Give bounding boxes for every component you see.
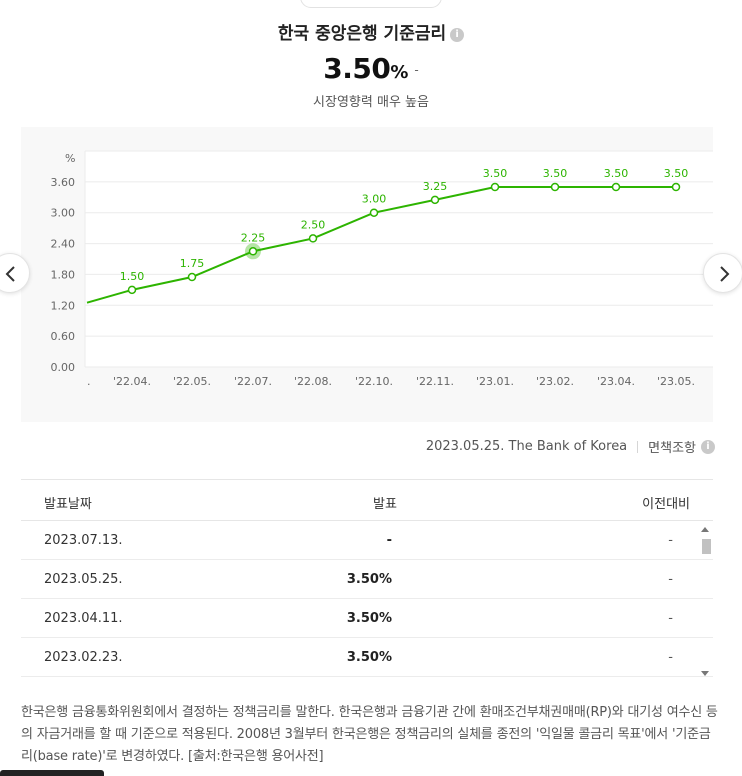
chart-source: 2023.05.25. The Bank of Korea 면책조항 i: [426, 437, 715, 456]
table-row: 2023.04.11. 3.50% -: [21, 599, 713, 638]
y-tick-label: 0.60: [51, 330, 76, 343]
data-point: [187, 272, 197, 282]
data-point: [490, 182, 500, 192]
divider: [637, 440, 639, 453]
scroll-up-arrow-icon[interactable]: [701, 527, 709, 532]
table-row: 2023.05.25. 3.50% -: [21, 560, 713, 599]
x-tick-label: '22.07.: [234, 375, 272, 388]
row-previous: -: [668, 611, 673, 626]
rate-description: 한국은행 금융통화위원회에서 결정하는 정책금리를 말한다. 한국은행과 금융기…: [21, 705, 718, 764]
data-label: 3.00: [362, 193, 387, 206]
table-row: 2023.02.23. 3.50% -: [21, 638, 713, 677]
data-point: [671, 182, 681, 192]
info-icon[interactable]: i: [701, 439, 715, 454]
table-header: 발표날짜 발표 이전대비: [21, 479, 713, 521]
scroll-down-arrow-icon[interactable]: [701, 671, 709, 676]
x-tick-label: '22.08.: [294, 375, 332, 388]
chevron-left-icon: [5, 266, 15, 282]
disclaimer-link[interactable]: 면책조항: [648, 441, 696, 456]
page-title-text: 한국 중앙은행 기준금리: [277, 24, 447, 44]
y-tick-label: 3.60: [51, 176, 76, 189]
row-announcement: 3.50%: [346, 611, 392, 626]
row-date: 2023.02.23.: [44, 650, 123, 665]
data-point: [369, 208, 379, 217]
scroll-thumb[interactable]: [702, 539, 711, 554]
data-point: [127, 285, 137, 295]
rate-value: 3.50: [323, 52, 391, 85]
announcement-table[interactable]: 2023.07.13. - - 2023.05.25. 3.50% - 2023…: [21, 521, 713, 678]
header-announcement: 발표: [373, 497, 397, 512]
info-icon[interactable]: i: [450, 28, 465, 42]
data-label: 2.50: [301, 218, 326, 231]
y-tick-label: 2.40: [51, 238, 76, 251]
market-impact: 시장영향력 매우 높음: [313, 95, 429, 110]
y-tick-label: 1.80: [51, 268, 76, 281]
row-date: 2023.04.11.: [44, 611, 123, 626]
data-point: [308, 234, 318, 243]
data-label: 3.50: [664, 167, 689, 180]
source-text: 2023.05.25. The Bank of Korea: [425, 439, 628, 454]
top-tab-edge: [300, 0, 442, 8]
y-tick-label: 1.20: [51, 299, 76, 312]
chevron-right-icon: [720, 266, 730, 282]
data-label: 1.50: [120, 270, 145, 283]
row-previous: -: [668, 572, 673, 587]
x-tick-label: '23.02.: [536, 375, 574, 388]
header-date: 발표날짜: [44, 497, 92, 512]
bottom-bar: [0, 770, 104, 776]
x-tick-label: .: [87, 375, 91, 388]
y-tick-label: 3.00: [51, 207, 76, 220]
data-label: 1.75: [180, 257, 205, 270]
row-previous: -: [668, 650, 673, 665]
table-row: 2023.07.13. - -: [21, 521, 713, 560]
data-point: [550, 182, 560, 192]
x-tick-label: '23.05.: [657, 375, 695, 388]
data-label: 3.50: [604, 167, 629, 180]
x-tick-label: '22.04.: [113, 375, 151, 388]
next-button[interactable]: [703, 253, 742, 293]
row-announcement: -: [386, 533, 392, 548]
rate-unit: %: [390, 62, 409, 83]
current-rate: 3.50% -: [0, 52, 742, 85]
row-date: 2023.07.13.: [44, 533, 123, 548]
x-tick-label: '23.04.: [597, 375, 635, 388]
data-label: 3.25: [423, 180, 448, 193]
prev-button[interactable]: [0, 253, 30, 293]
rate-chart: 0.00 0.60 1.20 1.80 2.40 3.00 3.60%. '22.04. '22…: [21, 127, 713, 422]
x-tick-label: '22.05.: [173, 375, 211, 388]
rate-chart-svg: 0.00 0.60 1.20 1.80 2.40 3.00 3.60%. '22.04. '22…: [51, 150, 713, 388]
data-label: 3.50: [483, 167, 508, 180]
data-point: [248, 247, 258, 256]
row-date: 2023.05.25.: [44, 572, 123, 587]
x-tick-label: '22.10.: [355, 375, 393, 388]
data-label: 2.25: [241, 231, 266, 244]
x-tick-label: '22.11.: [416, 375, 454, 388]
x-tick-label: '23.01.: [476, 375, 514, 388]
table-scrollbar[interactable]: [698, 525, 712, 678]
row-announcement: 3.50%: [346, 650, 392, 665]
row-announcement: 3.50%: [346, 572, 392, 587]
y-tick-label: 0.00: [51, 361, 76, 374]
row-previous: -: [668, 533, 673, 548]
page-title: 한국 중앙은행 기준금리 i: [0, 19, 742, 44]
y-axis-unit: %: [65, 152, 75, 165]
rate-change: -: [414, 63, 419, 77]
data-point: [611, 182, 621, 192]
data-label: 3.50: [543, 167, 568, 180]
header-previous: 이전대비: [642, 497, 690, 512]
data-point: [430, 195, 440, 205]
